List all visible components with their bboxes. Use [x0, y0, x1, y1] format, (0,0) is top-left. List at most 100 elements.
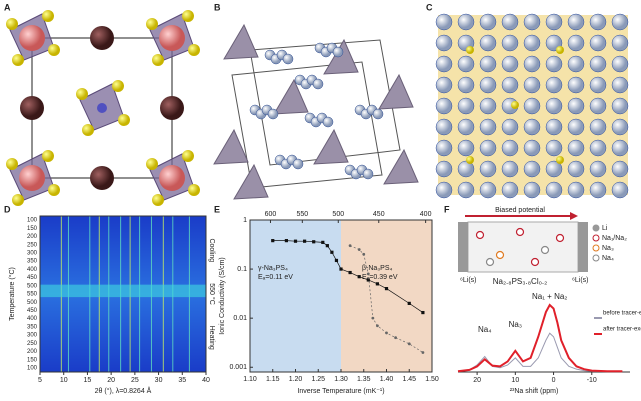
x2-tick-label: 600: [265, 211, 277, 218]
sulfur-atom: [466, 46, 474, 54]
point: [366, 272, 370, 276]
sodium-site: [332, 46, 344, 58]
x-tick-label: 1.30: [334, 376, 348, 383]
sodium-site: [501, 181, 519, 199]
side-annotation: Cooling: [208, 238, 215, 262]
panel-label: B: [214, 2, 221, 12]
sodium-site: [545, 76, 563, 94]
sodium-site: [479, 76, 497, 94]
x-tick-label: 1.35: [357, 376, 371, 383]
sodium-atom: [160, 96, 184, 120]
x-tick-label: 10: [60, 377, 68, 384]
point: [303, 239, 307, 243]
cell-frame: [249, 39, 401, 166]
x-tick-label: 1.15: [266, 376, 280, 383]
x-tick-label: 15: [84, 377, 92, 384]
phase-annotation: Eₐ=0.11 eV: [258, 274, 293, 281]
ion: [515, 227, 525, 237]
beta-region: [341, 220, 432, 372]
sodium-site: [312, 78, 324, 90]
legend-label: before tracer-exchange: [603, 311, 641, 317]
sodium-site: [567, 97, 585, 115]
sodium-site: [545, 139, 563, 157]
sodium-site: [545, 55, 563, 73]
sodium-site: [611, 118, 629, 136]
ion: [495, 250, 505, 260]
sodium-site: [567, 181, 585, 199]
sodium-site: [282, 53, 294, 65]
sodium-atom: [90, 166, 114, 190]
x-tick-label: 35: [178, 377, 186, 384]
side-annotation: Heating: [208, 326, 215, 350]
point: [334, 258, 339, 263]
sodium-site: [479, 13, 497, 31]
point: [321, 240, 325, 244]
x2-tick-label: 400: [420, 211, 432, 218]
sodium-site: [545, 160, 563, 178]
electrode-label: ⁶Li(s): [460, 277, 477, 284]
plots: 5 10 15 20 25 30 35 401001502002503003504004505…: [8, 207, 641, 395]
legend-swatch: [592, 244, 600, 252]
panel-label: C: [426, 2, 433, 12]
x2-tick-label: 500: [332, 211, 344, 218]
sulfur-atom: [42, 10, 54, 22]
sodium-site: [589, 181, 607, 199]
sodium-site: [457, 97, 475, 115]
y-tick-label: 250: [27, 341, 38, 347]
peak-label: Na₃: [509, 320, 522, 329]
sodium-site: [589, 160, 607, 178]
sodium-site: [501, 118, 519, 136]
y-tick-label: 1: [243, 217, 247, 224]
sodium-site: [567, 139, 585, 157]
sodium-site: [611, 55, 629, 73]
point: [385, 331, 388, 335]
y-tick-label: 150: [27, 357, 38, 363]
x2-tick-label: 450: [373, 211, 385, 218]
sulfur-atom: [152, 194, 164, 206]
y-tick-label: 550: [27, 292, 38, 298]
structure-drawings: [6, 10, 629, 206]
point: [357, 275, 361, 279]
arrow-label: Biased potential: [495, 207, 545, 214]
sulfur-atom: [556, 46, 564, 54]
y-tick-label: 500: [27, 300, 38, 306]
sodium-atom: [19, 25, 45, 51]
x-tick-label: 5: [38, 377, 42, 384]
sodium-site: [435, 34, 453, 52]
point: [339, 267, 343, 271]
sulfur-atom: [466, 156, 474, 164]
x-tick-label: 1.10: [243, 376, 257, 383]
sodium-site: [523, 97, 541, 115]
x-axis-label: Inverse Temperature (mK⁻¹): [297, 388, 384, 395]
sodium-site: [435, 181, 453, 199]
sulfur-atom: [76, 88, 88, 100]
x-tick-label: 1.25: [311, 376, 325, 383]
sulfur-atom: [6, 158, 18, 170]
sulfur-atom: [511, 101, 519, 109]
ion: [555, 233, 565, 243]
y-tick-label: 200: [27, 234, 38, 240]
sodium-site: [457, 118, 475, 136]
side-annotation: 550 °C: [208, 283, 216, 304]
gamma-region: [250, 220, 341, 372]
point: [421, 310, 425, 315]
point: [371, 316, 375, 320]
sodium-site: [611, 160, 629, 178]
sodium-site: [567, 55, 585, 73]
x-tick-label: 0: [552, 377, 556, 384]
y-tick-label: 350: [27, 259, 38, 265]
sulfur-atom: [188, 184, 200, 196]
y-tick-label: 400: [27, 316, 38, 322]
peak-label: Na₄: [478, 325, 492, 334]
x-tick-label: 30: [155, 377, 163, 384]
sodium-site: [589, 13, 607, 31]
legend-label: Na₄: [602, 255, 614, 262]
sodium-site: [457, 181, 475, 199]
sodium-site: [523, 76, 541, 94]
peak-label: Na₁ + Na₂: [532, 292, 567, 301]
point: [407, 342, 411, 346]
sulfur-atom: [12, 54, 24, 66]
phase-annotation: Eₐ=0.39 eV: [362, 274, 398, 281]
x-tick-label: 1.40: [380, 376, 394, 383]
legend-swatch: [592, 224, 600, 232]
